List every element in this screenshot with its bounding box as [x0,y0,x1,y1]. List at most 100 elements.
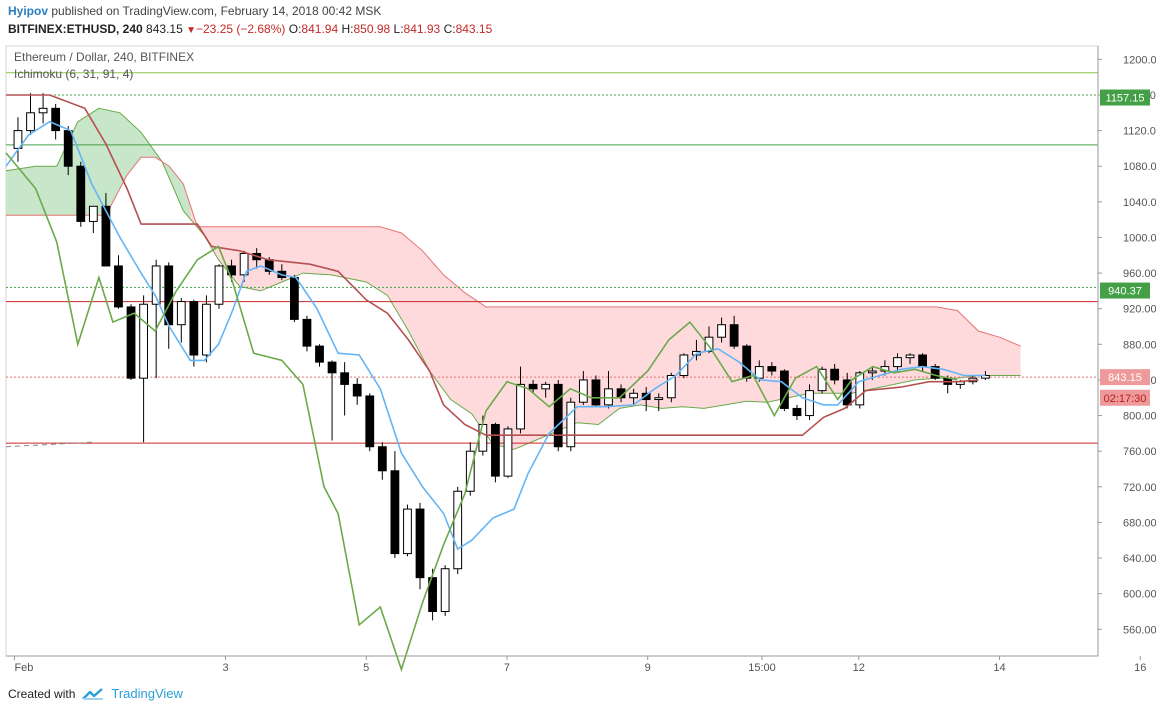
candle-body [453,490,463,570]
candle [528,379,538,394]
close-value: 843.15 [455,22,493,36]
candle-body [126,306,136,379]
candle [805,384,814,421]
candle [453,486,463,575]
price-label: 1157.15 [1106,93,1145,105]
candle [792,404,802,421]
candle-body [428,577,437,612]
candle-body [38,107,48,114]
price-label-box [1100,89,1150,106]
candle [315,344,324,367]
candle-body [63,130,73,167]
candle [214,264,224,309]
candle-body [377,446,387,472]
y-tick-label: 1200.00 [1123,54,1156,66]
candle-body [403,508,412,555]
candle-body [440,568,450,612]
candle-body [553,383,563,448]
candle-body [202,303,211,356]
candle-body [101,205,111,267]
candle [101,192,111,267]
candle [779,369,789,412]
y-tick-label: 1000.00 [1123,232,1156,244]
candle-body [51,107,61,132]
candle-body [905,354,915,359]
down-arrow-icon: ▼ [186,25,196,36]
last-price: 843.15 [146,22,183,36]
ichimoku-base-line [6,94,979,437]
x-tick-label: 5 [363,662,369,674]
candle-body [516,383,525,430]
candle [126,304,136,380]
candle-body [189,301,199,356]
candle-body [88,205,98,222]
candle [629,388,639,405]
price-label-box [1100,389,1150,406]
price-label-box [1100,282,1150,299]
open-label: O: [288,22,302,36]
candle [390,451,400,559]
y-tick-label: 600.00 [1123,589,1156,601]
candle [717,317,726,343]
author-name[interactable]: Hyipov [8,4,49,18]
ichimoku-conversion-line [5,120,986,551]
candle [440,565,450,616]
candle [202,295,211,363]
price-chart[interactable]: Ethereum / Dollar, 240, BITFINEX Ichimoku… [0,42,1156,676]
candle-body [729,324,739,347]
x-tick-label: 16 [1134,662,1146,674]
candle [566,397,576,452]
x-tick-label: 12 [853,662,865,674]
candle-body [176,301,186,326]
candle-body [717,324,726,338]
candle [327,360,337,441]
price-change: −23.25 (−2.68%) [196,22,286,36]
candle-body [578,379,588,403]
candle-body [528,383,538,390]
high-value: 850.98 [353,22,391,36]
candle-body [503,428,513,477]
candle-body [139,303,149,379]
symbol-label: BITFINEX:ETHUSD, 240 [8,22,143,36]
price-label: 940.37 [1108,286,1142,298]
candle [403,504,412,557]
candle-body [390,470,400,555]
candle-body [566,401,576,448]
symbol-info: BITFINEX:ETHUSD, 240 843.15 ▼−23.25 (−2.… [8,22,492,36]
candle-body [867,370,877,374]
tradingview-brand[interactable]: TradingView [111,686,183,701]
y-tick-label: 560.00 [1123,624,1156,636]
x-tick-label: 15:00 [748,662,776,674]
candle-body [491,423,500,477]
candle [855,371,865,409]
candle [591,375,601,407]
candle [981,371,990,380]
candle [641,387,651,412]
candle-body [239,252,249,276]
y-tick-label: 720.00 [1123,482,1156,494]
candle [151,259,161,379]
candle-body [830,368,840,381]
published-text: published on TradingView.com, February 1… [51,4,382,18]
candle [541,381,551,398]
candle-body [666,374,676,399]
candle-body [604,388,613,406]
candle [578,371,588,405]
candle-body [214,265,224,305]
ichimoku-span-a [5,107,1021,450]
candle-body [365,395,375,448]
candle [365,393,375,452]
ichimoku-cloud [6,108,1021,450]
candle-body [805,390,814,417]
candle [38,93,48,124]
candle [767,362,777,376]
y-tick-label: 920.00 [1123,304,1156,316]
x-tick-label: 14 [993,662,1005,674]
candle [491,422,500,483]
candle-body [478,423,488,452]
candle-body [114,265,123,308]
candle-body [340,372,350,385]
candle [679,353,689,379]
candle-body [981,374,990,379]
candle-body [742,345,752,379]
